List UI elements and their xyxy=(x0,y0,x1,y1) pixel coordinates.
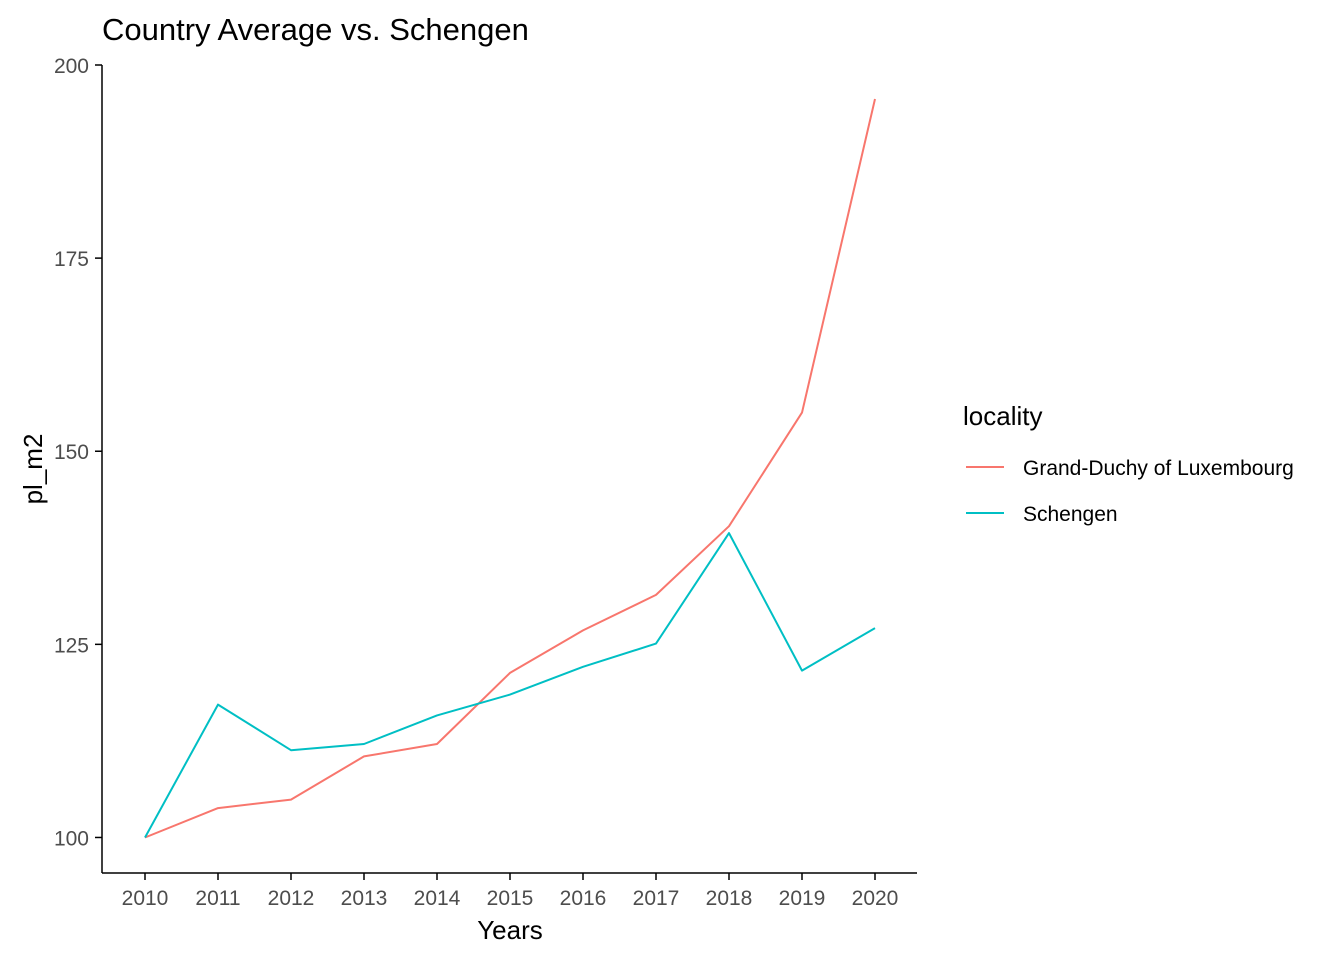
y-tick-label: 100 xyxy=(54,827,89,850)
x-tick-label: 2019 xyxy=(779,887,826,910)
legend-label: Schengen xyxy=(1023,503,1118,526)
legend: locality Grand-Duchy of Luxembourg Scheng… xyxy=(963,401,1294,526)
y-tick-label: 200 xyxy=(54,55,89,78)
chart-title: Country Average vs. Schengen xyxy=(102,12,529,47)
x-tick-label: 2015 xyxy=(487,887,534,910)
x-tick-label: 2017 xyxy=(633,887,680,910)
series-lines xyxy=(144,98,876,839)
x-axis-ticks: 2010 2011 2012 2013 2014 2015 2016 2017 2018 2019… xyxy=(122,873,899,910)
x-tick-label: 2012 xyxy=(268,887,315,910)
y-tick-label: 150 xyxy=(54,441,89,464)
y-tick-label: 125 xyxy=(54,634,89,657)
x-tick-label: 2020 xyxy=(852,887,899,910)
legend-items: Grand-Duchy of Luxembourg Schengen xyxy=(966,457,1294,526)
series-line xyxy=(144,98,876,839)
x-tick-label: 2014 xyxy=(414,887,461,910)
legend-title: locality xyxy=(963,401,1042,431)
y-axis-ticks: 100 125 150 175 200 xyxy=(54,55,102,850)
x-tick-label: 2013 xyxy=(341,887,388,910)
x-tick-label: 2011 xyxy=(195,887,240,910)
y-axis-title: pl_m2 xyxy=(18,434,48,505)
x-tick-label: 2016 xyxy=(560,887,607,910)
x-tick-label: 2010 xyxy=(122,887,169,910)
x-tick-label: 2018 xyxy=(706,887,753,910)
y-tick-label: 175 xyxy=(54,248,89,271)
series-line xyxy=(144,532,876,838)
plot-area: 100 125 150 175 200 2010 2011 2012 2013 2014 2015… xyxy=(54,55,917,910)
legend-label: Grand-Duchy of Luxembourg xyxy=(1023,457,1294,480)
x-axis-title: Years xyxy=(477,915,543,945)
